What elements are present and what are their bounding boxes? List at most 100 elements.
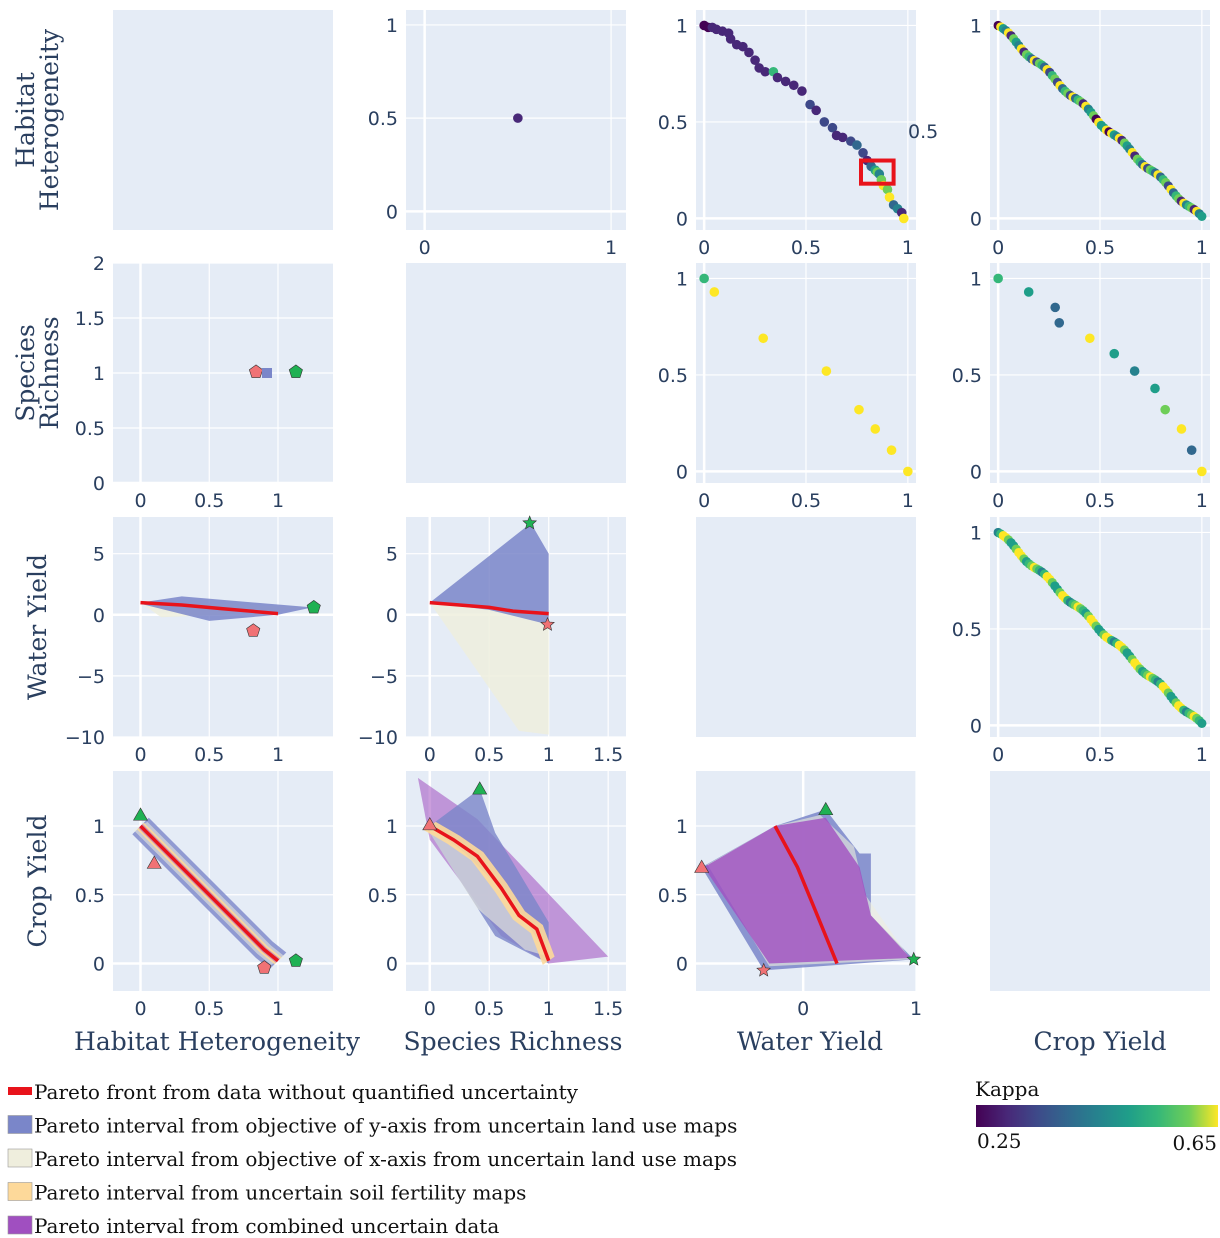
pentagon-marker [288,364,303,378]
colorbar-title: Kappa [975,1077,1039,1101]
y-axis-title-line: Species [11,324,40,422]
panel-r3-c1: 0 0.5 1 −10 −5 0 5 [65,517,333,766]
pentagon-marker [288,953,303,967]
triangle-marker [818,801,834,816]
y-tick-label: 1 [676,15,688,37]
star-marker [540,616,555,631]
y-tick-label: −5 [370,666,398,688]
plot-area [993,20,1207,221]
y-tick-label: 0.5 [952,365,982,387]
panel-r1-c1 [113,10,333,230]
highlight-box [859,158,896,186]
data-point [837,132,848,143]
colorbar-gradient [976,1105,1218,1127]
data-point [513,113,523,123]
panel-r4-c4 [990,771,1210,991]
legend-label: Pareto interval from objective of x-axis… [34,1147,737,1171]
legend-swatch-box [7,1215,33,1235]
x-tick-label: 1 [1196,237,1208,259]
x-tick-label: 0 [134,490,146,512]
x-tick-label: 0.5 [1085,237,1115,259]
plot-area [699,20,909,224]
legend-label: Pareto interval from uncertain soil fert… [34,1181,526,1205]
y-tick-label: 0 [386,201,398,223]
y-tick-label: 0 [386,954,398,976]
x-tick-label: 0 [424,998,436,1020]
panel-r1-c2: 0 1 0 0.5 1 [368,10,626,259]
data-point [1160,404,1170,415]
plot-area [429,523,549,735]
legend-item: Pareto interval from combined uncertain … [7,1214,499,1238]
y-tick-label: 0.5 [368,108,398,130]
y-tick-label: 0 [970,715,982,737]
data-point [1085,333,1095,344]
data-point [827,122,838,133]
x-tick-label: 0.5 [1085,744,1115,766]
pentagon-marker [248,364,264,378]
data-point [819,117,830,127]
panel-background [990,771,1210,991]
y-tick-label: 0 [93,605,105,627]
data-point [858,148,868,158]
x-axis-title: Habitat Heterogeneity [74,1027,361,1056]
x-tick-label: 1 [1196,490,1208,512]
legend-swatch-box [7,1182,33,1201]
panel-r4-c2: 0 0.5 1 1.5 0 0.5 1 [368,771,626,1020]
x-tick-label: 1 [543,744,555,766]
legend-item: Pareto front from data without quantifie… [8,1080,579,1104]
triangle-marker [422,817,438,831]
y-tick-label: 0 [93,473,105,495]
x-axis-title: Crop Yield [1034,1027,1167,1056]
legend: Pareto front from data without quantifie… [7,1080,737,1238]
star-marker [756,962,772,977]
y-tick-label: 0.5 [658,365,688,387]
pentagon-marker [246,623,261,637]
star-marker [522,515,538,530]
pareto-front-line [773,825,839,965]
panel-r1-c3: 0 0.5 1 0 0.5 1 0.5 [658,10,938,259]
plot-area [417,777,609,965]
data-point [699,273,709,284]
data-point [1129,366,1140,376]
colorbar-max-label: 0.65 [1172,1131,1217,1155]
x-tick-label: 0 [992,744,1004,766]
data-point [744,47,754,58]
data-point [898,213,909,224]
y-tick-label: 1 [93,816,105,838]
data-point [1197,718,1207,728]
data-point [780,76,791,87]
x-tick-label: 1 [543,998,555,1020]
panel-background [406,263,626,483]
data-point [709,287,720,297]
panel-background [696,517,916,737]
y-tick-label: 1 [386,816,398,838]
y-axis-title-line: Crop Yield [23,815,52,948]
pareto-front-line [428,824,551,962]
data-point [1197,211,1207,221]
legend-item: Pareto interval from objective of y-axis… [7,1114,737,1138]
triangle-marker [472,781,488,795]
star-marker [906,951,922,966]
y-axis-title: Crop Yield [23,815,52,948]
y-tick-label: 1 [970,268,982,290]
x-tick-label: 0 [992,237,1004,259]
data-point [854,404,864,415]
y-tick-label: −10 [358,727,398,749]
data-point [1050,302,1060,313]
stray-tick-label: 0.5 [908,121,938,143]
data-point [852,140,862,150]
x-tick-label: 0.5 [194,744,224,766]
plot-area [699,273,913,477]
x-tick-label: 0.5 [791,237,821,259]
y-tick-label: 1 [676,816,688,838]
plot-area [132,817,287,969]
x-tick-label: 0 [419,237,431,259]
x-axis-title: Water Yield [737,1027,883,1056]
panel-r2-c1: 0 0.5 1 0 0.5 1 1.5 2 [75,253,333,512]
x-tick-label: 1 [605,237,617,259]
pareto-front-line [429,600,549,616]
y-tick-label: 1 [970,15,982,37]
y-axis-title: Water Yield [23,554,52,700]
